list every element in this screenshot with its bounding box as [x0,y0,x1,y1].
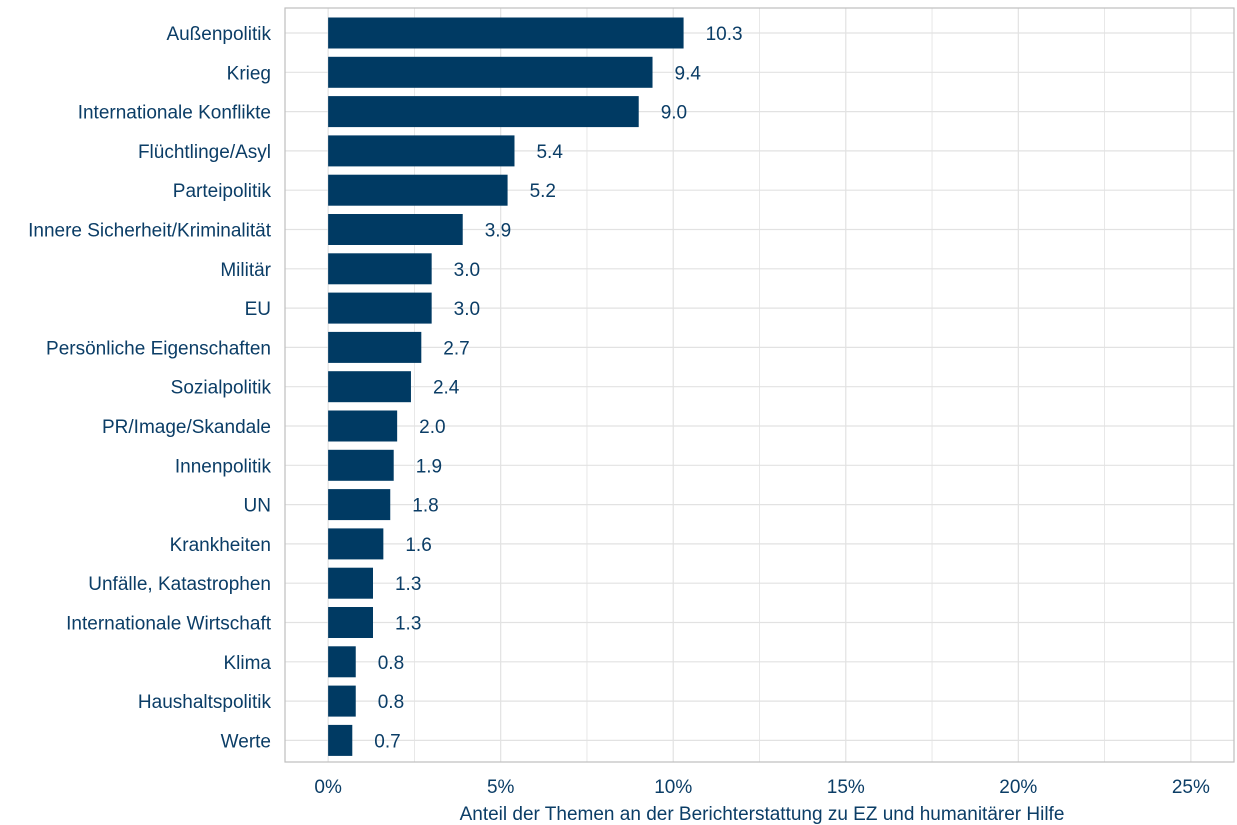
value-labels: 10.39.49.05.45.23.93.03.02.72.42.01.91.8… [374,24,742,752]
bar [328,449,394,481]
category-label: Sozialpolitik [171,378,272,399]
bar [328,410,398,442]
category-label: Internationale Konflikte [78,103,271,124]
value-label: 10.3 [706,24,743,45]
bar [328,567,373,599]
value-label: 5.2 [530,181,556,202]
category-label: Persönliche Eigenschaften [46,338,271,359]
value-label: 3.0 [454,260,480,281]
x-tick-label: 5% [487,777,515,798]
bar [328,253,432,285]
value-label: 1.9 [416,456,442,477]
value-label: 9.0 [661,103,687,124]
value-label: 3.9 [485,221,511,242]
x-axis-title: Anteil der Themen an der Berichterstattu… [460,804,1065,825]
x-tick-label: 15% [827,777,865,798]
category-label: Innenpolitik [175,456,272,477]
category-label: Haushaltspolitik [138,692,272,713]
bar [328,214,463,245]
category-label: Unfälle, Katastrophen [88,574,271,595]
category-label: Innere Sicherheit/Kriminalität [28,221,272,242]
category-label: Flüchtlinge/Asyl [138,142,271,163]
value-label: 1.3 [395,614,421,635]
value-label: 0.8 [378,692,404,713]
bar [328,607,373,638]
x-tick-labels: 0% 5% 10% 15% 20% 25% [314,777,1210,798]
category-label: Werte [221,731,271,752]
plot-border [284,7,1235,763]
bar [328,489,391,521]
value-label: 2.0 [419,417,445,438]
value-label: 0.7 [374,731,400,752]
value-label: 2.7 [443,338,469,359]
value-label: 5.4 [536,142,563,163]
category-label: Krieg [227,63,271,84]
category-label: Parteipolitik [173,181,272,202]
bar [328,292,432,324]
x-tick-label: 10% [654,777,692,798]
grid-lines [285,8,1234,762]
value-label: 1.6 [405,535,431,556]
value-label: 9.4 [675,63,702,84]
value-label: 0.8 [378,653,404,674]
category-label: Krankheiten [170,535,271,556]
bar [328,331,422,363]
value-label: 3.0 [454,299,480,320]
bar [328,96,639,128]
value-label: 1.3 [395,574,421,595]
bar [328,646,356,678]
x-tick-label: 20% [999,777,1037,798]
bar [328,528,384,560]
category-label: EU [245,299,271,320]
bar [328,371,411,403]
bar [328,174,508,206]
bar [328,685,356,717]
category-labels: Außenpolitik Krieg Internationale Konflikt… [28,24,272,752]
bar [328,56,653,88]
category-label: UN [244,496,271,517]
x-tick-label: 0% [314,777,342,798]
x-tick-label: 25% [1172,777,1210,798]
category-label: PR/Image/Skandale [102,417,271,438]
value-label: 1.8 [412,496,438,517]
bar [328,724,353,756]
category-label: Internationale Wirtschaft [66,614,272,635]
bar [328,17,684,49]
value-label: 2.4 [433,378,460,399]
bars [328,17,684,756]
category-label: Klima [223,653,271,674]
category-label: Außenpolitik [166,24,271,45]
bar [328,135,515,167]
category-label: Militär [220,260,271,281]
